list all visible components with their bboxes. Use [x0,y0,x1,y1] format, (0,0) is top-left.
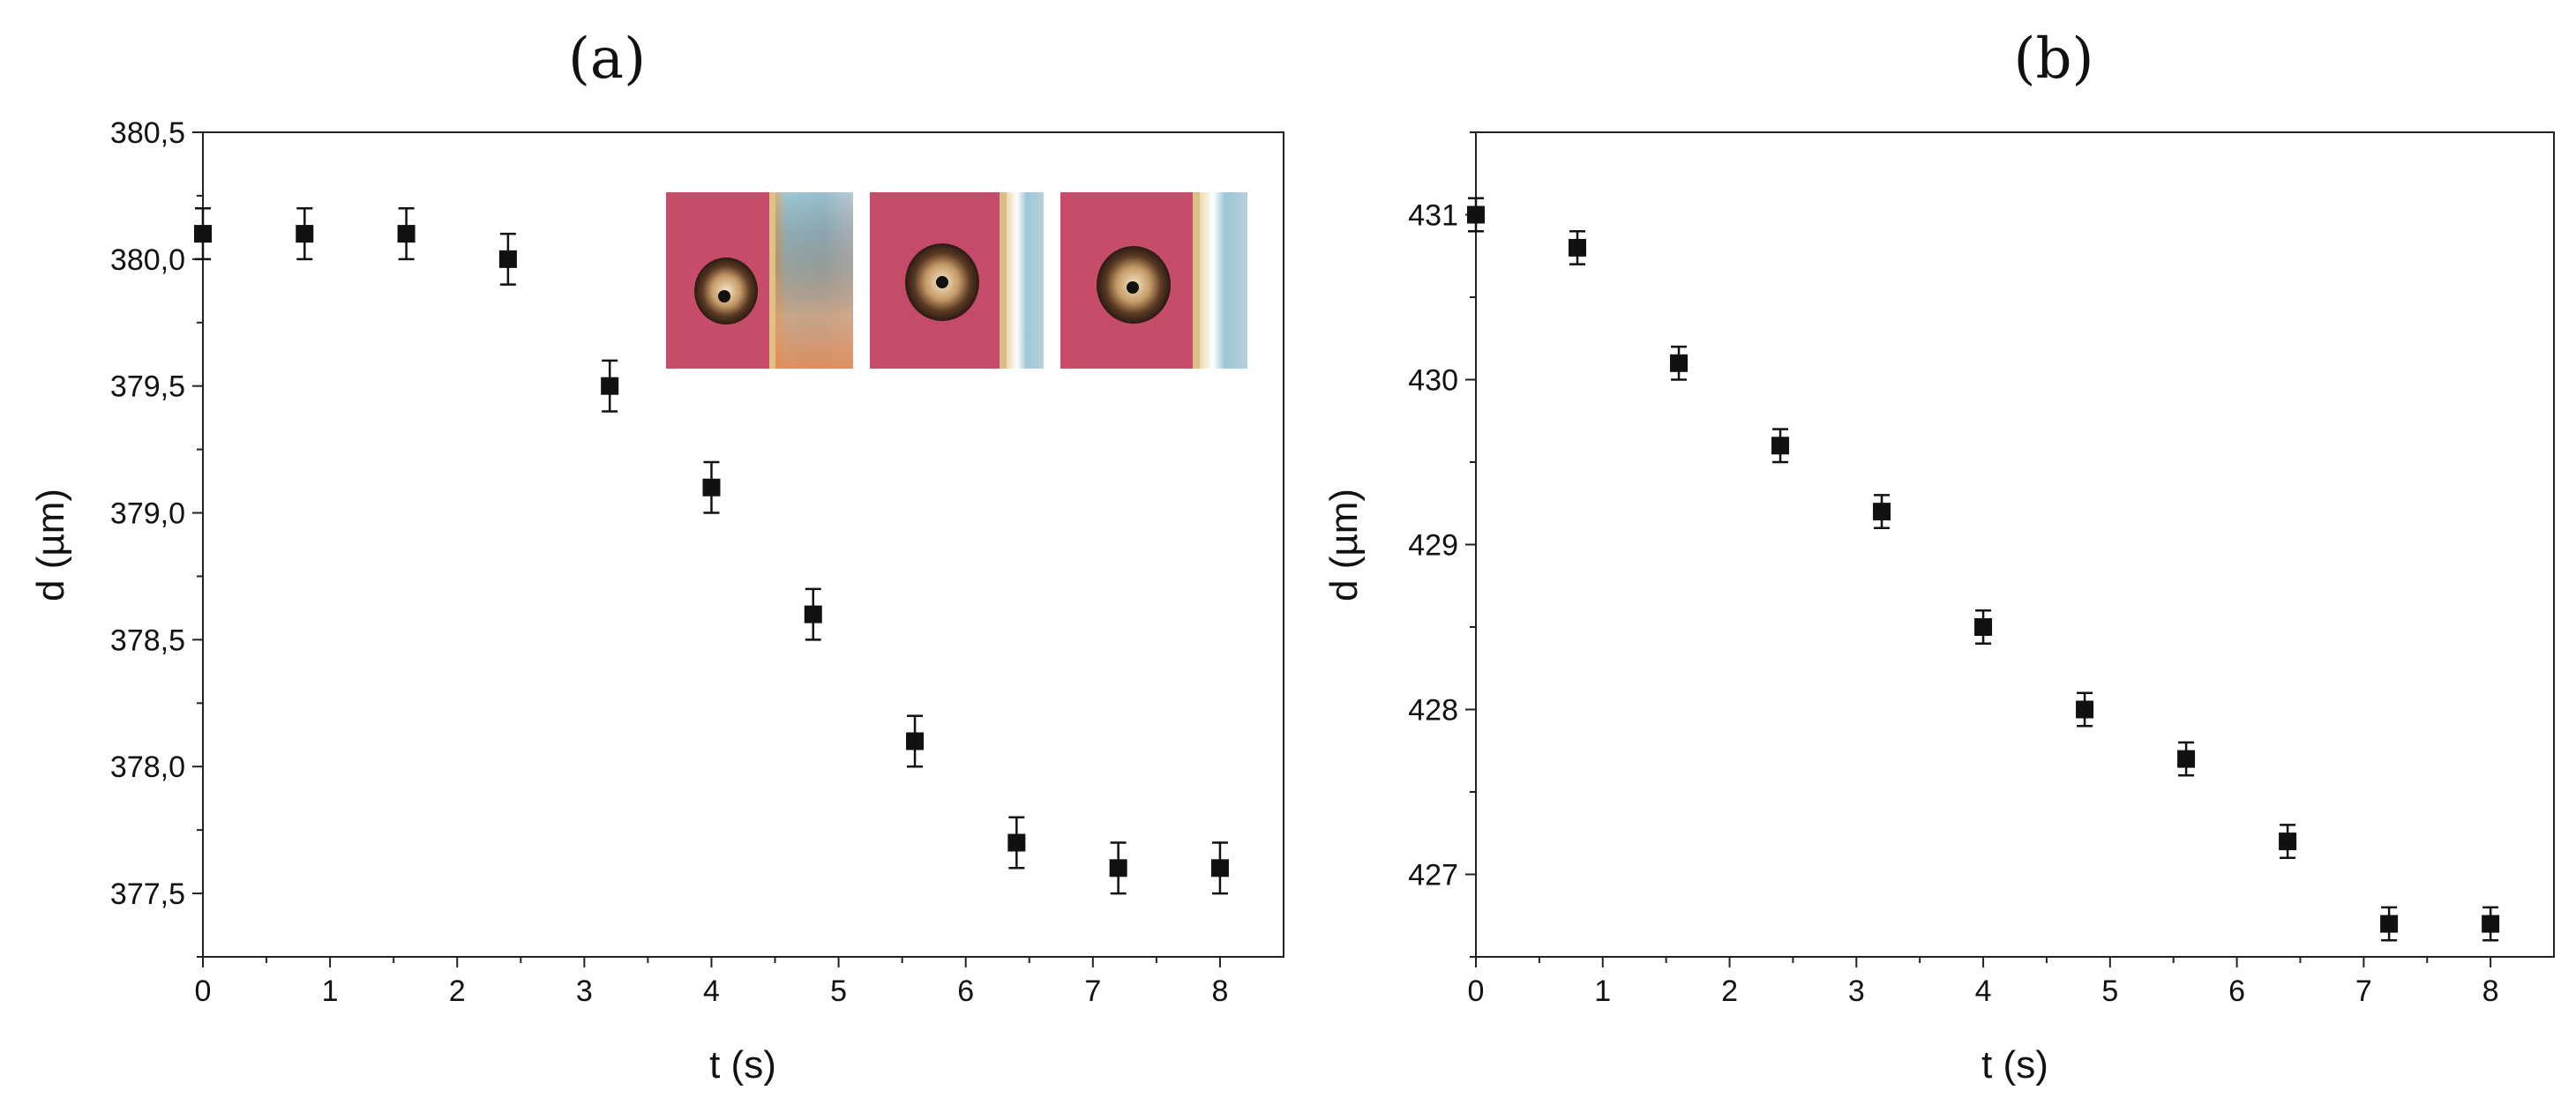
data-point-b [1771,428,1790,464]
y-tick-label-a: 379,0 [110,497,185,531]
data-point-b [1873,494,1891,530]
data-point-a [1007,816,1026,870]
x-tick-label-a: 5 [830,974,847,1008]
data-point-a [906,714,925,768]
data-point-b [2482,906,2500,942]
data-point-b [1670,345,1689,381]
data-point-b [1467,197,1485,233]
x-tick-label-b: 2 [1721,974,1738,1008]
marker-b [1873,503,1891,521]
x-tick-label-b: 0 [1468,974,1485,1008]
marker-b [2482,915,2500,933]
y-tick-label-a: 379,5 [110,370,185,404]
inset-images [666,192,1247,369]
marker-a [804,605,822,623]
ticks-b: 0 1 2 3 4 5 6 7 8 427 428 429 430 431 [1408,131,2499,1008]
marker-b [1670,354,1689,372]
x-tick-label-b: 3 [1848,974,1865,1008]
marker-b [2380,915,2399,933]
x-tick-label-b: 8 [2482,974,2499,1008]
marker-a [601,377,619,395]
marker-a [906,732,925,750]
marker-a [498,250,517,268]
marker-a [296,225,314,243]
data-point-b [1974,609,1993,645]
plot-frame-b [1475,131,2555,958]
data-points-a [194,207,1229,895]
x-tick-label-b: 6 [2228,974,2245,1008]
marker-a [1210,859,1229,877]
x-tick-label-a: 3 [576,974,593,1008]
x-tick-label-a: 2 [449,974,466,1008]
y-tick-label-b: 431 [1408,199,1458,233]
data-point-a [194,207,212,261]
inset-image-1 [666,192,853,369]
data-point-a [601,359,619,413]
x-tick-label-a: 8 [1211,974,1228,1008]
inset-image-2 [870,192,1044,369]
x-tick-label-b: 5 [2101,974,2118,1008]
x-tick-label-b: 4 [1975,974,1992,1008]
chart-panel-a: 0 1 2 3 4 5 6 7 8 377,5 378,0 378,5 379,0 379,5 380,0 3… [29,116,1284,1086]
y-tick-label-b: 430 [1408,364,1458,398]
data-point-a [804,587,822,641]
data-point-b [2380,906,2399,942]
marker-a [702,478,721,497]
marker-b [2177,750,2196,768]
data-points-b [1467,197,2500,942]
data-point-b [1569,229,1587,265]
marker-b [1467,205,1485,224]
x-tick-label-b: 7 [2355,974,2372,1008]
data-point-a [702,460,721,514]
marker-a [397,225,416,243]
marker-b [2279,833,2297,851]
data-point-a [1109,841,1127,895]
data-point-b [2177,741,2196,777]
data-point-a [498,232,517,286]
panel-label-b: (b) [2014,26,2094,92]
plot-frame-a [202,131,1284,958]
x-axis-label-b: t (s) [1981,1043,2048,1086]
marker-b [1569,238,1587,257]
data-point-a [397,207,416,261]
inset-image-3 [1060,192,1247,369]
marker-a [194,225,212,243]
y-tick-label-a: 378,5 [110,623,185,657]
x-tick-label-b: 1 [1594,974,1611,1008]
y-tick-label-b: 429 [1408,529,1458,563]
marker-a [1007,833,1026,852]
data-point-a [296,207,314,261]
chart-panel-b: 0 1 2 3 4 5 6 7 8 427 428 429 430 431 t (s) d (µm) [1322,131,2555,1086]
y-tick-label-a: 377,5 [110,877,185,911]
data-point-b [2279,824,2297,860]
y-tick-label-a: 380,0 [110,243,185,277]
x-tick-label-a: 7 [1084,974,1101,1008]
panel-label-a: (a) [568,26,646,92]
x-tick-label-a: 6 [957,974,974,1008]
x-axis-label-a: t (s) [709,1043,776,1086]
y-tick-label-a: 380,5 [110,116,185,150]
marker-b [1771,437,1790,455]
y-tick-label-b: 428 [1408,694,1458,728]
marker-b [1974,618,1993,636]
y-tick-label-a: 378,0 [110,750,185,784]
x-tick-label-a: 4 [703,974,720,1008]
ticks-a: 0 1 2 3 4 5 6 7 8 377,5 378,0 378,5 379,0 379,5 380,0 3… [110,116,1228,1008]
y-axis-label-a: d (µm) [29,489,72,601]
x-tick-label-a: 0 [195,974,212,1008]
marker-b [2076,700,2094,719]
data-point-b [2076,691,2094,728]
data-point-a [1210,841,1229,895]
x-tick-label-a: 1 [322,974,339,1008]
y-axis-label-b: d (µm) [1322,489,1366,601]
y-tick-label-b: 427 [1408,859,1458,892]
marker-a [1109,859,1127,877]
